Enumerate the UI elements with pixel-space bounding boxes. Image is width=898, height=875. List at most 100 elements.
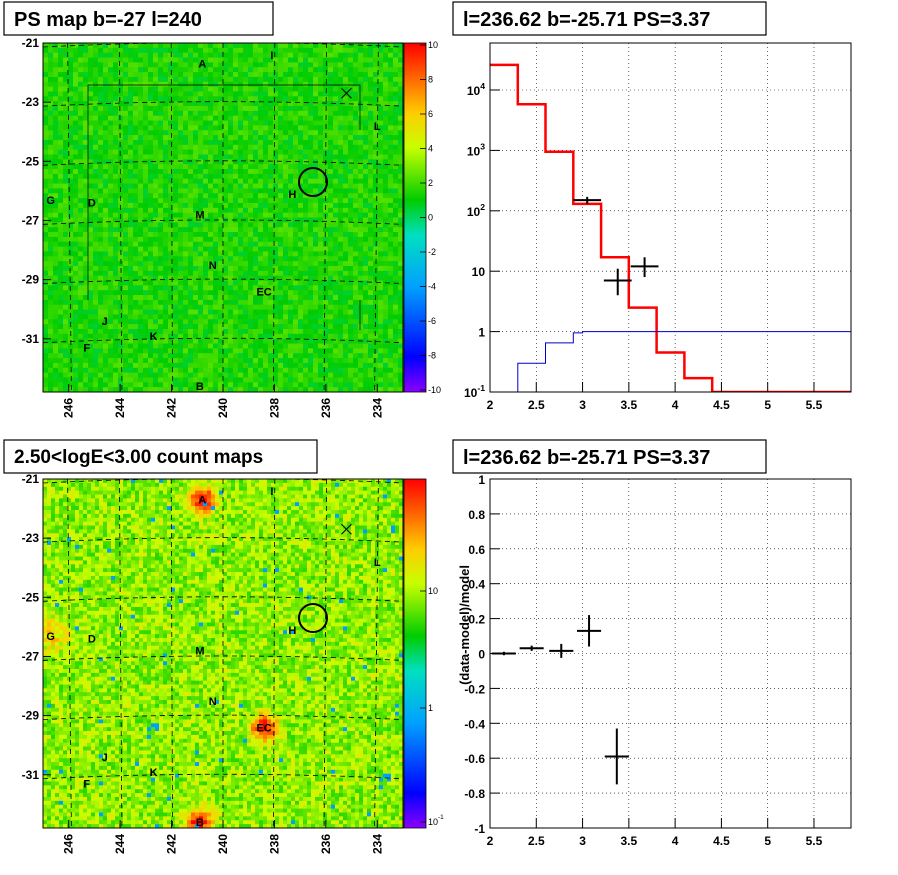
map-cell [263,62,269,68]
map-cell [48,125,54,131]
map-cell [313,207,319,213]
map-cell [258,353,264,359]
map-cell [263,101,269,107]
map-cell [163,358,169,364]
map-cell [273,43,279,49]
map-cell [248,139,254,146]
map-cell [103,256,109,262]
map-cell [123,139,129,146]
map-cell [258,125,264,131]
map-cell [83,43,89,49]
map-cell [193,43,199,49]
map-cell [348,57,354,63]
map-cell [368,202,374,209]
map-cell [168,358,174,364]
map-cell [128,193,134,199]
map-cell [253,193,259,199]
map-cell [348,319,354,325]
map-cell [123,338,129,344]
map-cell [333,144,339,150]
map-cell [73,52,79,58]
map-cell [343,52,349,58]
map-cell [273,72,279,78]
map-cell [203,212,209,218]
map-cell [328,295,334,301]
map-cell [98,265,104,272]
map-cell [148,110,154,117]
map-cell [93,43,99,49]
map-cell [83,202,89,209]
map-cell [198,270,204,276]
map-cell [213,309,219,315]
map-cell [343,256,349,262]
map-cell [263,348,269,354]
map-cell [348,52,354,58]
map-cell [333,120,339,126]
map-cell [193,96,199,102]
map-cell [343,135,349,141]
map-cell [308,202,314,209]
map-cell [308,169,314,175]
map-cell [373,270,379,276]
map-cell [98,135,104,141]
map-cell [43,212,49,218]
map-cell [373,236,379,243]
map-cell [228,348,234,354]
map-cell [43,72,49,78]
map-cell [228,43,234,49]
map-cell [53,299,59,306]
map-cell [208,130,214,136]
map-cell [283,91,289,97]
map-cell [163,76,169,83]
map-cell [178,106,184,112]
map-cell [308,144,314,150]
map-cell [328,202,334,209]
map-cell [93,270,99,276]
map-cell [83,227,89,233]
map-cell [258,295,264,301]
map-cell [383,222,389,228]
map-cell [278,280,284,286]
map-cell [233,319,239,325]
map-cell [93,372,99,378]
map-cell [353,232,359,238]
map-cell [123,106,129,112]
map-cell [83,353,89,359]
map-cell [293,261,299,267]
map-cell [303,387,309,392]
map-cell [303,76,309,83]
map-cell [153,328,159,335]
map-cell [268,202,274,209]
map-cell [303,110,309,117]
map-cell [368,154,374,160]
map-cell [73,270,79,276]
ps-map-title-box [3,1,274,36]
map-cell [248,275,254,281]
map-cell [153,183,159,189]
map-cell [168,265,174,272]
map-cell [193,314,199,320]
map-cell [378,275,384,281]
map-cell [133,314,139,320]
map-cell [198,139,204,146]
map-cell [128,86,134,92]
map-cell [233,96,239,102]
map-cell [328,348,334,354]
map-cell [343,362,349,369]
map-cell [223,387,229,392]
map-cell [218,120,224,126]
map-cell [198,377,204,383]
map-cell [98,43,104,49]
map-cell [253,241,259,247]
map-cell [123,358,129,364]
map-cell [388,57,394,63]
map-cell [183,198,189,204]
map-cell [253,154,259,160]
map-cell [338,265,344,272]
map-cell [198,299,204,306]
map-cell [143,217,149,223]
map-cell [358,106,364,112]
map-cell [273,120,279,126]
map-cell [288,387,294,392]
map-cell [108,256,114,262]
